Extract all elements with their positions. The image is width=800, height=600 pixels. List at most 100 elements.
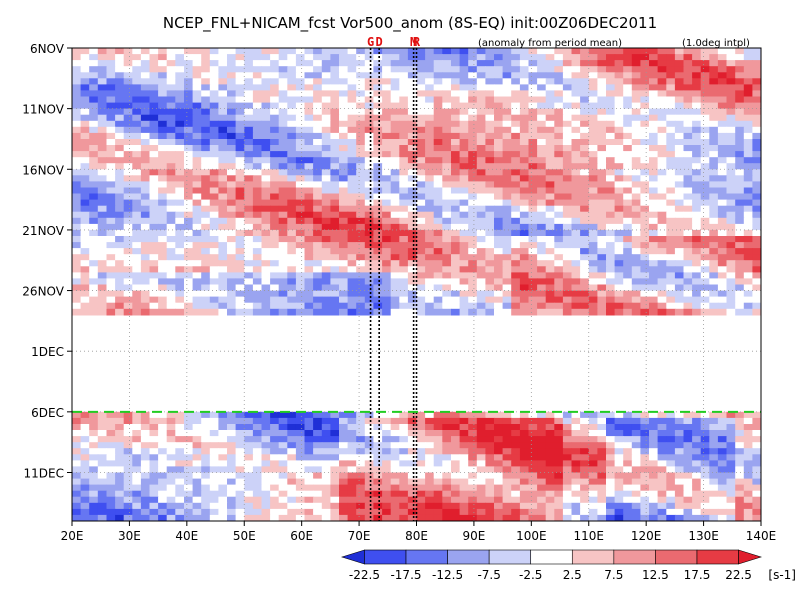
heatmap-cell <box>149 490 159 498</box>
heatmap-cell <box>640 466 650 474</box>
heatmap-cell <box>80 502 90 510</box>
heatmap-cell <box>433 472 443 480</box>
heatmap-cell <box>623 72 633 79</box>
heatmap-cell <box>442 266 452 273</box>
heatmap-cell <box>106 514 116 521</box>
heatmap-cell <box>502 490 512 498</box>
heatmap-cell <box>97 211 107 219</box>
heatmap-cell <box>390 175 400 182</box>
heatmap-cell <box>287 484 297 492</box>
heatmap-cell <box>356 417 366 425</box>
heatmap-cell <box>373 169 383 176</box>
heatmap-cell <box>752 78 761 85</box>
heatmap-cell <box>192 278 202 286</box>
heatmap-cell <box>252 199 263 207</box>
heatmap-cell <box>270 266 280 273</box>
heatmap-cell <box>373 490 383 498</box>
heatmap-cell <box>175 48 185 55</box>
heatmap-cell <box>571 460 581 468</box>
heatmap-cell <box>227 424 237 431</box>
heatmap-cell <box>597 223 607 231</box>
heatmap-cell <box>476 260 486 267</box>
heatmap-cell <box>184 514 194 521</box>
heatmap-cell <box>614 139 624 146</box>
heatmap-cell <box>700 502 710 510</box>
heatmap-cell <box>373 284 383 292</box>
heatmap-cell <box>356 54 366 61</box>
heatmap-cell <box>192 151 202 158</box>
heatmap-cell <box>407 502 418 510</box>
heatmap-cell <box>390 272 400 280</box>
heatmap-cell <box>571 424 581 431</box>
heatmap-cell <box>554 466 564 474</box>
heatmap-cell <box>339 114 349 122</box>
heatmap-cell <box>485 175 495 182</box>
heatmap-cell <box>313 102 323 110</box>
heatmap-cell <box>313 417 323 425</box>
heatmap-cell <box>295 266 306 273</box>
heatmap-cell <box>623 157 633 164</box>
heatmap-cell <box>545 296 555 304</box>
heatmap-cell <box>562 508 573 516</box>
heatmap-cell <box>184 157 194 164</box>
heatmap-cell <box>89 248 99 255</box>
heatmap-cell <box>451 223 461 231</box>
heatmap-cell <box>158 229 168 237</box>
heatmap-cell <box>502 454 512 461</box>
heatmap-cell <box>580 248 590 255</box>
heatmap-cell <box>494 205 504 213</box>
heatmap-cell <box>588 278 598 286</box>
heatmap-cell <box>295 436 306 443</box>
heatmap-cell <box>89 78 99 85</box>
heatmap-cell <box>588 248 598 255</box>
heatmap-cell <box>588 126 598 134</box>
heatmap-cell <box>537 514 547 521</box>
heatmap-cell <box>511 248 521 255</box>
heatmap-cell <box>476 496 486 504</box>
heatmap-cell <box>339 175 349 182</box>
heatmap-cell <box>209 448 219 455</box>
heatmap-cell <box>244 278 254 286</box>
heatmap-cell <box>743 236 753 243</box>
heatmap-cell <box>571 296 581 304</box>
heatmap-cell <box>80 260 90 267</box>
heatmap-cell <box>218 211 228 219</box>
heatmap-cell <box>606 272 616 280</box>
heatmap-cell <box>132 478 142 486</box>
heatmap-cell <box>623 490 633 498</box>
heatmap-cell <box>166 284 176 292</box>
heatmap-cell <box>726 424 736 431</box>
heatmap-cell <box>580 484 590 492</box>
heatmap-cell <box>382 417 392 425</box>
heatmap-cell <box>287 181 297 189</box>
heatmap-cell <box>468 181 478 189</box>
heatmap-cell <box>304 163 314 170</box>
heatmap-cell <box>115 242 125 249</box>
heatmap-cell <box>123 478 133 486</box>
heatmap-cell <box>468 126 478 134</box>
heatmap-cell <box>227 217 237 225</box>
heatmap-cell <box>631 278 641 286</box>
heatmap-cell <box>261 296 271 304</box>
heatmap-cell <box>752 66 761 73</box>
heatmap-cell <box>433 145 443 152</box>
heatmap-cell <box>278 84 288 92</box>
heatmap-cell <box>123 120 133 128</box>
heatmap-cell <box>261 260 271 267</box>
heatmap-cell <box>692 145 702 152</box>
heatmap-cell <box>425 102 435 110</box>
heatmap-cell <box>252 411 263 419</box>
heatmap-cell <box>252 484 263 492</box>
heatmap-cell <box>218 302 228 310</box>
heatmap-cell <box>519 181 530 189</box>
heatmap-cell <box>252 169 263 176</box>
heatmap-cell <box>743 84 753 92</box>
heatmap-cell <box>537 84 547 92</box>
heatmap-cell <box>623 454 633 461</box>
heatmap-cell <box>304 102 314 110</box>
heatmap-cell <box>511 290 521 298</box>
heatmap-cell <box>528 260 538 267</box>
heatmap-cell <box>709 48 719 55</box>
heatmap-cell <box>115 217 125 225</box>
heatmap-cell <box>726 454 736 461</box>
